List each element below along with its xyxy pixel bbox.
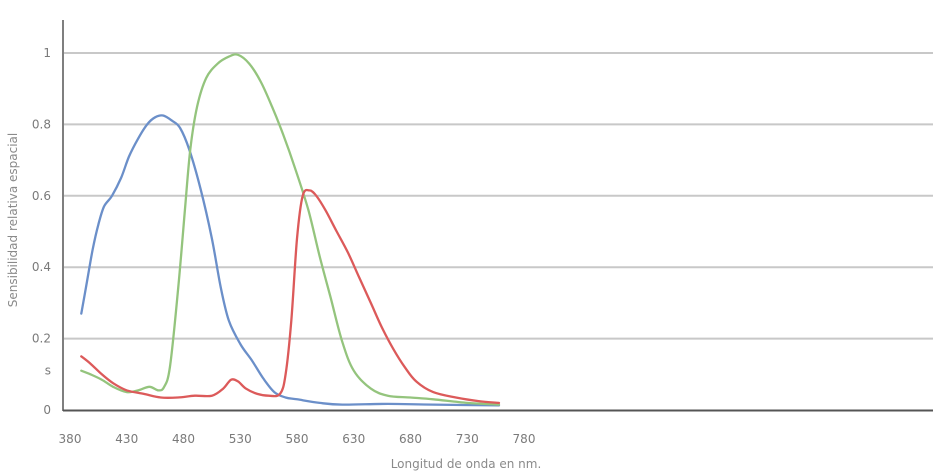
x-tick-label: 530 <box>229 432 252 446</box>
y-tick-label: 0.4 <box>32 260 51 274</box>
x-tick-label: 430 <box>115 432 138 446</box>
y-tick-label: 0.8 <box>32 117 51 131</box>
series-line-1 <box>80 114 501 407</box>
x-axis-label: Longitud de onda en nm. <box>391 457 542 471</box>
series-line-2 <box>80 53 501 406</box>
x-tick-label: 480 <box>172 432 195 446</box>
axes <box>62 20 933 412</box>
tick-labels: 380 430 480 530 580 630 680 730 780 0 s 0.2 0.4 0.6 0.… <box>32 46 536 446</box>
grid-lines <box>64 52 933 340</box>
series-line-3 <box>80 188 501 405</box>
y-tick-label: 0.6 <box>32 189 51 203</box>
y-tick-label: 0.2 <box>32 332 51 346</box>
series-lines <box>80 53 501 407</box>
y-tick-label: s <box>45 364 51 378</box>
x-tick-label: 630 <box>342 432 365 446</box>
y-tick-label: 1 <box>43 46 51 60</box>
x-tick-label: 380 <box>59 432 82 446</box>
x-tick-label: 580 <box>286 432 309 446</box>
x-tick-label: 680 <box>399 432 422 446</box>
y-tick-label: 0 <box>43 403 51 417</box>
x-tick-label: 780 <box>513 432 536 446</box>
x-tick-label: 730 <box>456 432 479 446</box>
y-axis-label: Sensibilidad relativa espacial <box>6 133 20 308</box>
